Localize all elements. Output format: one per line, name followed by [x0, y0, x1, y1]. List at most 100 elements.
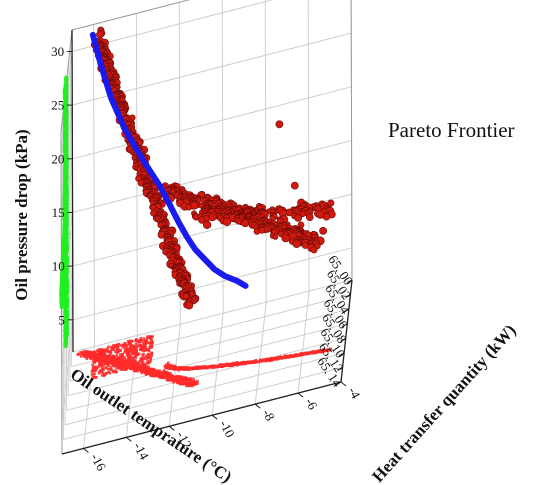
floor-projection-point: [141, 341, 145, 345]
floor-projection-point: [165, 374, 169, 378]
floor-projection-point: [99, 370, 103, 373]
floor-projection-point: [327, 349, 331, 352]
population-point: [299, 210, 306, 218]
floor-projection-point: [174, 367, 178, 370]
floor-projection-point: [139, 346, 143, 350]
floor-projection-point: [245, 361, 249, 364]
floor-projection-point: [135, 338, 138, 341]
floor-projection-point: [141, 353, 144, 357]
floor-projection-point: [84, 355, 88, 359]
floor-projection-point: [102, 349, 105, 352]
y-tick-label: -10: [217, 418, 238, 440]
x-tick-mark: [338, 352, 345, 357]
floor-projection-point: [94, 376, 97, 379]
side-projection-point: [63, 132, 69, 138]
floor-projection-point: [314, 351, 318, 354]
floor-projection-point: [173, 379, 176, 383]
floor-projection-point: [177, 367, 180, 370]
floor-projection-point: [132, 356, 135, 360]
floor-projection-point: [78, 352, 81, 356]
floor-projection-point: [167, 375, 170, 378]
floor-projection-point: [102, 350, 106, 354]
floor-projection-point: [101, 352, 105, 355]
floor-projection-point: [199, 366, 202, 369]
floor-projection-point: [118, 355, 121, 359]
floor-projection-point: [191, 367, 194, 371]
floor-projection-point: [86, 351, 90, 355]
floor-projection-point: [297, 354, 301, 357]
floor-projection-point: [126, 340, 130, 343]
floor-projection-point: [234, 362, 237, 366]
population-point: [310, 246, 318, 254]
y-tick-label: -8: [260, 407, 278, 424]
population-point: [253, 228, 261, 235]
side-projection-point: [64, 281, 69, 287]
floor-projection-point: [84, 351, 88, 354]
y-axis-line: [61, 381, 342, 455]
floor-projection-point: [156, 369, 160, 373]
points-layer: [59, 26, 336, 388]
floor-projection-point: [290, 354, 293, 358]
side-projection-point: [62, 214, 67, 219]
floor-projection-point: [98, 358, 102, 361]
floor-projection-point: [149, 357, 152, 360]
floor-projection-point: [187, 366, 190, 370]
wall-edge: [71, 0, 191, 31]
x-tick-mark: [343, 308, 350, 313]
floor-projection-point: [150, 339, 153, 343]
floor-projection-point: [95, 366, 98, 370]
floor-projection-point: [161, 375, 164, 378]
floor-projection-point: [107, 350, 111, 353]
floor-projection-point: [288, 355, 292, 358]
floor-projection-point: [96, 349, 99, 353]
floor-projection-point: [151, 371, 155, 374]
side-projection-point: [63, 220, 68, 226]
floor-projection-point: [137, 362, 141, 366]
floor-projection-point: [179, 379, 182, 382]
floor-projection-point: [195, 366, 198, 370]
grid-line: [71, 0, 274, 52]
floor-projection-point: [191, 366, 195, 369]
side-projection-point: [63, 296, 68, 301]
floor-projection-point: [129, 344, 133, 347]
floor-projection-point: [150, 341, 154, 344]
floor-projection-point: [89, 353, 92, 356]
side-projection-point: [61, 256, 66, 261]
floor-projection-point: [101, 356, 104, 360]
floor-projection-point: [151, 374, 155, 378]
floor-projection-point: [113, 356, 116, 359]
z-axis-line: [71, 29, 74, 353]
floor-projection-point: [177, 379, 180, 382]
floor-projection-point: [101, 361, 105, 365]
floor-projection-point: [193, 367, 196, 370]
floor-projection-point: [158, 369, 162, 372]
floor-projection-point: [107, 364, 111, 368]
floor-projection-point: [148, 335, 152, 338]
floor-projection-point: [127, 364, 130, 367]
side-projection-point: [62, 226, 67, 231]
z-tick-label: 15: [52, 205, 65, 220]
floor-projection-point: [76, 353, 79, 356]
floor-projection-point: [180, 378, 184, 382]
floor-projection-point: [235, 363, 239, 366]
floor-projection-point: [85, 353, 88, 356]
floor-projection-point: [86, 355, 90, 358]
side-projection-point: [64, 102, 69, 107]
floor-projection-point: [105, 372, 108, 375]
floor-projection-point: [310, 351, 314, 355]
floor-projection-point: [97, 360, 101, 363]
floor-projection-point: [129, 345, 132, 349]
floor-projection-point: [148, 360, 152, 364]
floor-projection-point: [252, 360, 256, 363]
floor-projection-point: [123, 365, 126, 369]
floor-projection-point: [206, 365, 210, 369]
floor-projection-point: [221, 363, 224, 367]
floor-projection-point: [132, 362, 136, 365]
floor-projection-point: [91, 363, 94, 367]
floor-projection-point: [264, 359, 267, 362]
floor-projection-point: [100, 355, 103, 358]
floor-projection-point: [275, 357, 278, 360]
floor-projection-point: [178, 375, 182, 378]
floor-projection-point: [124, 363, 128, 366]
